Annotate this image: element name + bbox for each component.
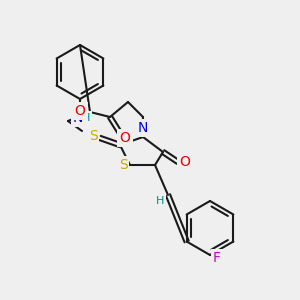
Text: O: O (75, 104, 86, 118)
Text: N: N (73, 111, 83, 125)
Text: S: S (118, 158, 127, 172)
Text: F: F (213, 251, 221, 265)
Text: O: O (180, 155, 190, 169)
Text: O: O (120, 131, 130, 145)
Text: H: H (156, 196, 164, 206)
Text: H: H (82, 113, 90, 123)
Text: S: S (88, 129, 98, 143)
Text: N: N (138, 121, 148, 135)
